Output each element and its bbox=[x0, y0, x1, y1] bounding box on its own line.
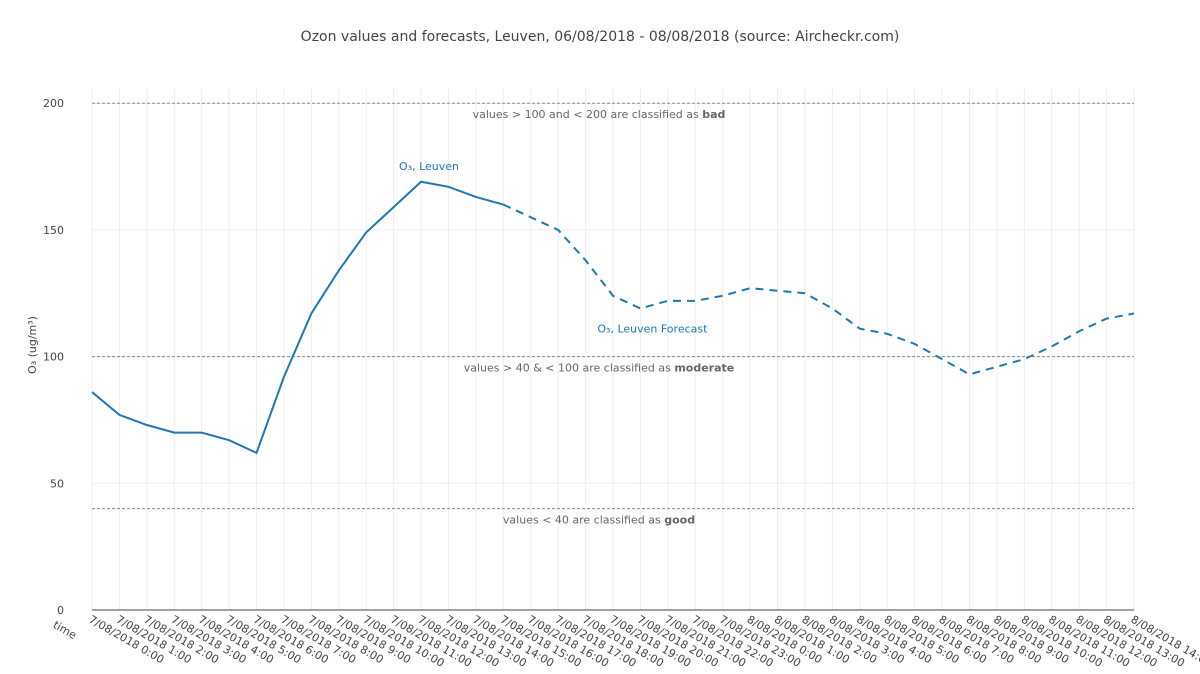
reference-label: values > 40 & < 100 are classified as mo… bbox=[464, 362, 734, 375]
series-line bbox=[502, 203, 1135, 376]
y-tick-label: 150 bbox=[43, 224, 64, 237]
reference-emphasis: moderate bbox=[674, 362, 734, 375]
reference-emphasis: good bbox=[664, 514, 695, 527]
y-tick-label: 200 bbox=[43, 97, 64, 110]
reference-label: values < 40 are classified as good bbox=[503, 514, 695, 527]
reference-text: values < 40 are classified as bbox=[503, 514, 664, 527]
reference-label: values > 100 and < 200 are classified as… bbox=[473, 108, 726, 121]
y-tick-label: 100 bbox=[43, 351, 64, 364]
y-tick-label: 0 bbox=[57, 604, 64, 617]
series-line bbox=[91, 180, 504, 455]
y-tick-label: 50 bbox=[50, 477, 64, 490]
chart-title: Ozon values and forecasts, Leuven, 06/08… bbox=[301, 29, 900, 45]
x-axis-title: time bbox=[51, 618, 79, 642]
y-axis-title: O₃ (ug/m³) bbox=[26, 316, 39, 374]
reference-text: values > 40 & < 100 are classified as bbox=[464, 362, 675, 375]
series-label: O₃, Leuven bbox=[399, 160, 459, 173]
reference-text: values > 100 and < 200 are classified as bbox=[473, 108, 703, 121]
series-label: O₃, Leuven Forecast bbox=[597, 322, 708, 335]
reference-emphasis: bad bbox=[702, 108, 725, 121]
